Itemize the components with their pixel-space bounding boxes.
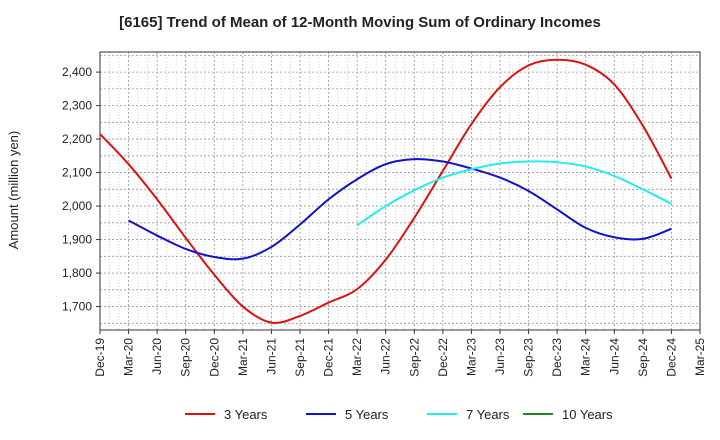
y-tick-label: 2,000 [62, 199, 92, 213]
x-tick-label: Mar-21 [236, 338, 250, 376]
x-tick-label: Mar-25 [693, 338, 707, 376]
x-tick-label: Dec-19 [93, 338, 107, 377]
x-tick-label: Sep-20 [179, 338, 193, 377]
x-tick-label: Jun-22 [379, 338, 393, 375]
legend-label: 3 Years [224, 407, 268, 422]
x-tick-label: Dec-20 [207, 338, 221, 377]
x-tick-label: Sep-24 [636, 338, 650, 377]
x-tick-label: Mar-22 [350, 338, 364, 376]
x-tick-label: Mar-20 [122, 338, 136, 376]
legend: 3 Years 5 Years 7 Years 10 Years [185, 407, 613, 422]
chart-title: [6165] Trend of Mean of 12-Month Moving … [119, 14, 601, 31]
x-tick-label: Dec-22 [436, 338, 450, 377]
series-line-7-years [356, 160, 672, 226]
x-tick-label: Jun-20 [150, 338, 164, 375]
y-tick-label: 2,100 [62, 166, 92, 180]
x-axis: Dec-19 Mar-20 Jun-20 Sep-20 Dec-20 Mar-21 Jun-… [93, 330, 707, 377]
y-tick-label: 2,200 [62, 132, 92, 146]
series-line-3-years [99, 58, 673, 324]
x-tick-label: Dec-23 [550, 338, 564, 377]
x-tick-label: Sep-22 [407, 338, 421, 377]
legend-label: 10 Years [562, 407, 613, 422]
y-axis: 1,700 1,800 1,900 2,000 2,100 2,200 2,300 2,400 [62, 65, 100, 314]
plot-frame [99, 51, 701, 331]
grid-lines [99, 52, 701, 330]
y-tick-label: 1,900 [62, 233, 92, 247]
series-group [99, 58, 673, 324]
legend-label: 5 Years [345, 407, 389, 422]
y-tick-label: 2,300 [62, 99, 92, 113]
x-tick-label: Sep-21 [293, 338, 307, 377]
y-tick-label: 1,700 [62, 300, 92, 314]
x-tick-label: Jun-21 [264, 338, 278, 375]
x-tick-label: Jun-24 [607, 338, 621, 375]
x-tick-label: Mar-23 [464, 338, 478, 376]
y-tick-label: 2,400 [62, 65, 92, 79]
x-tick-label: Jun-23 [493, 338, 507, 375]
y-axis-label: Amount (million yen) [6, 131, 21, 250]
y-tick-label: 1,800 [62, 266, 92, 280]
series-line-5-years [128, 158, 672, 261]
x-tick-label: Dec-21 [322, 338, 336, 377]
x-tick-label: Dec-24 [664, 338, 678, 377]
legend-label: 7 Years [466, 407, 510, 422]
x-tick-label: Mar-24 [579, 338, 593, 376]
x-tick-label: Sep-23 [522, 338, 536, 377]
